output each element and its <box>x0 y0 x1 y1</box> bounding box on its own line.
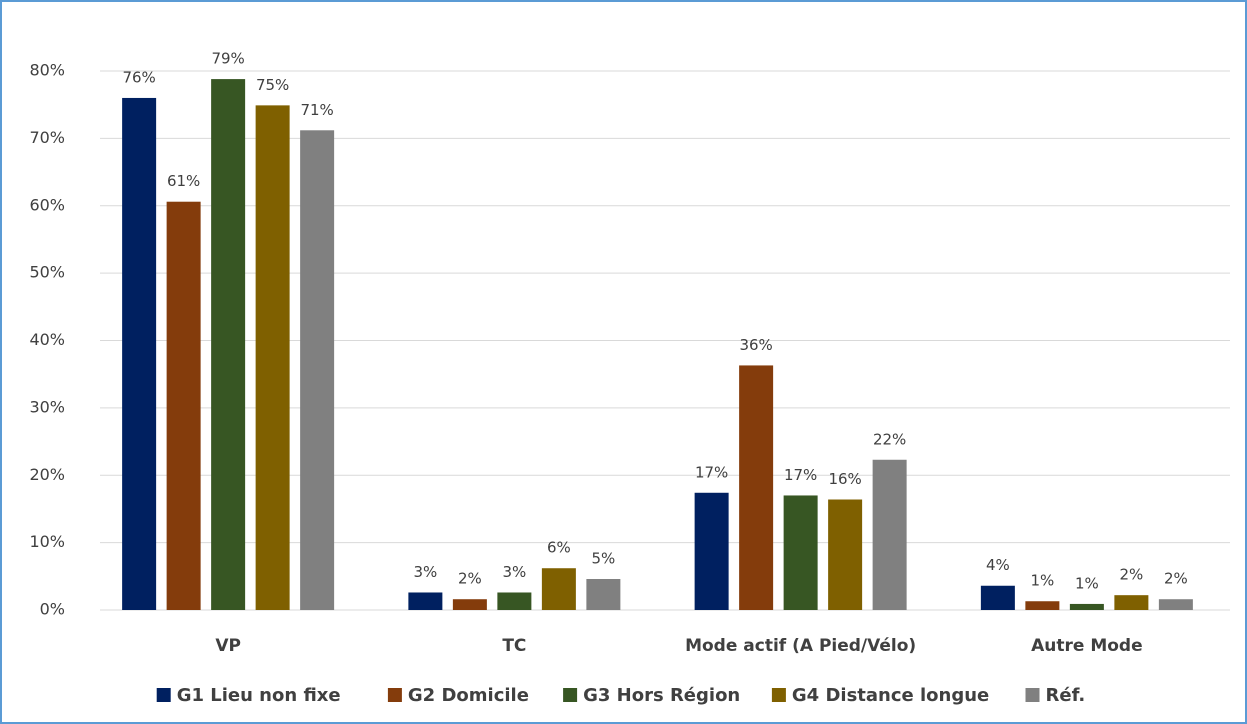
data-label: 2% <box>1164 570 1188 588</box>
bar <box>541 568 576 610</box>
data-label: 2% <box>458 570 482 588</box>
bar <box>1069 603 1104 610</box>
y-tick-label: 50% <box>29 263 65 282</box>
data-label: 3% <box>413 563 437 581</box>
y-tick-label: 60% <box>29 195 65 214</box>
data-label: 71% <box>300 101 333 119</box>
legend-swatch <box>1025 688 1040 702</box>
bar <box>122 97 157 610</box>
legend-swatch <box>156 688 171 702</box>
legend-swatch <box>387 688 402 702</box>
bar <box>497 592 532 610</box>
legend-label: G3 Hors Région <box>583 685 740 706</box>
bar <box>739 365 774 610</box>
data-label: 1% <box>1030 572 1054 590</box>
data-label: 79% <box>211 50 244 68</box>
legend-label: G2 Domicile <box>408 685 529 706</box>
data-label: 6% <box>547 539 571 557</box>
bar <box>694 492 729 610</box>
bar <box>828 499 863 610</box>
data-label: 61% <box>167 172 200 190</box>
y-tick-label: 20% <box>29 465 65 484</box>
legend-label: Réf. <box>1046 685 1086 706</box>
data-label: 17% <box>784 466 817 484</box>
bar <box>1114 595 1149 610</box>
y-tick-label: 70% <box>29 128 65 147</box>
data-label: 2% <box>1119 566 1143 584</box>
bar <box>452 599 487 610</box>
data-label: 1% <box>1075 574 1099 592</box>
y-tick-label: 30% <box>29 397 65 416</box>
bar <box>980 585 1015 610</box>
bar <box>872 459 907 610</box>
legend-swatch <box>563 688 578 702</box>
x-tick-label: VP <box>215 636 241 656</box>
bar <box>255 105 290 610</box>
data-label: 22% <box>873 430 906 448</box>
legend-label: G4 Distance longue <box>792 685 989 706</box>
bar <box>211 79 246 610</box>
data-label: 4% <box>986 556 1010 574</box>
legend-label: G1 Lieu non fixe <box>177 685 341 706</box>
data-label: 3% <box>502 563 526 581</box>
data-label: 76% <box>122 68 155 86</box>
y-tick-label: 10% <box>29 532 65 551</box>
bar <box>408 592 443 610</box>
data-label: 36% <box>739 336 772 354</box>
bar <box>1158 599 1193 610</box>
bar <box>300 130 335 611</box>
x-tick-label: Mode actif (A Pied/Vélo) <box>685 636 916 656</box>
bar <box>586 579 621 610</box>
data-label: 5% <box>591 550 615 568</box>
legend-swatch <box>771 688 786 702</box>
data-label: 75% <box>256 76 289 94</box>
y-tick-label: 80% <box>29 61 65 80</box>
y-tick-label: 40% <box>29 330 65 349</box>
bar <box>166 201 201 610</box>
data-label: 17% <box>695 463 728 481</box>
bar <box>1025 601 1060 610</box>
x-tick-label: Autre Mode <box>1031 636 1143 656</box>
x-tick-label: TC <box>502 636 526 656</box>
data-label: 16% <box>828 470 861 488</box>
bar <box>783 495 818 610</box>
y-tick-label: 0% <box>40 600 65 619</box>
